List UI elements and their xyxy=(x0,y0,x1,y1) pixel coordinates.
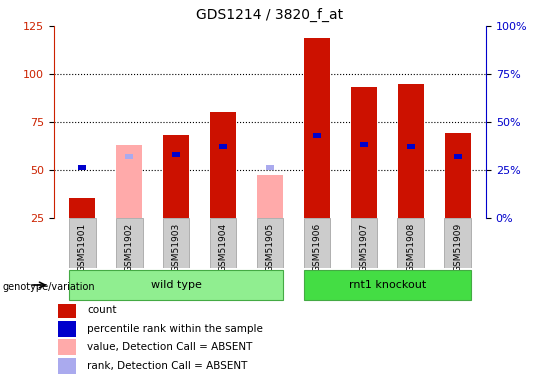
Text: wild type: wild type xyxy=(151,280,201,290)
Bar xyxy=(58,321,77,336)
Text: GSM51905: GSM51905 xyxy=(266,223,274,272)
Text: percentile rank within the sample: percentile rank within the sample xyxy=(87,324,263,334)
Bar xyxy=(219,144,227,149)
Bar xyxy=(163,217,190,268)
Bar xyxy=(58,302,77,318)
Text: value, Detection Call = ABSENT: value, Detection Call = ABSENT xyxy=(87,342,252,352)
Bar xyxy=(313,133,321,138)
Title: GDS1214 / 3820_f_at: GDS1214 / 3820_f_at xyxy=(197,8,343,22)
Bar xyxy=(125,154,133,159)
Bar xyxy=(407,144,415,149)
Bar xyxy=(304,38,330,218)
Bar xyxy=(445,134,471,218)
Text: GSM51903: GSM51903 xyxy=(172,223,180,272)
Text: GSM51909: GSM51909 xyxy=(453,223,462,272)
Text: GSM51902: GSM51902 xyxy=(125,223,133,272)
Bar xyxy=(78,165,86,170)
Bar xyxy=(444,217,471,268)
Bar xyxy=(116,145,142,218)
Text: GSM51904: GSM51904 xyxy=(219,223,227,272)
Bar xyxy=(116,217,143,268)
Text: rank, Detection Call = ABSENT: rank, Detection Call = ABSENT xyxy=(87,361,247,371)
Text: GSM51906: GSM51906 xyxy=(313,223,321,272)
Bar xyxy=(303,217,330,268)
Bar xyxy=(454,154,462,159)
Bar xyxy=(58,358,77,374)
Bar xyxy=(266,165,274,170)
Bar xyxy=(303,270,471,300)
Bar xyxy=(172,152,180,157)
Text: GSM51908: GSM51908 xyxy=(407,223,415,272)
Text: count: count xyxy=(87,305,117,315)
Bar xyxy=(210,112,236,218)
Text: GSM51907: GSM51907 xyxy=(360,223,368,272)
Bar xyxy=(69,217,96,268)
Text: GSM51901: GSM51901 xyxy=(78,223,87,272)
Text: genotype/variation: genotype/variation xyxy=(3,282,96,292)
Bar xyxy=(360,142,368,147)
Bar xyxy=(256,217,284,268)
Text: rnt1 knockout: rnt1 knockout xyxy=(349,280,426,290)
Bar xyxy=(69,198,95,217)
Bar xyxy=(350,217,377,268)
Bar xyxy=(257,176,283,217)
Bar xyxy=(58,339,77,355)
Bar xyxy=(397,217,424,268)
Bar xyxy=(351,87,377,218)
Bar xyxy=(163,135,189,218)
Bar xyxy=(69,270,284,300)
Bar xyxy=(210,217,237,268)
Bar xyxy=(398,84,424,218)
